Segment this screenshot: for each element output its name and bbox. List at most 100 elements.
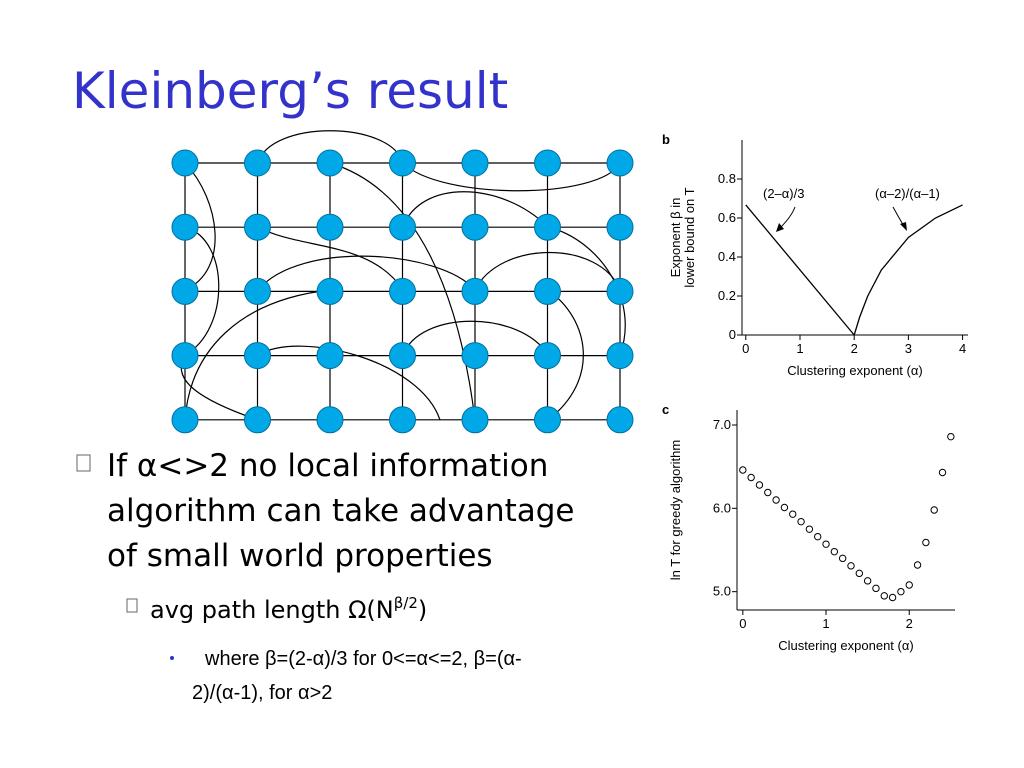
point bbox=[755, 481, 764, 489]
long-link bbox=[184, 226, 220, 356]
node bbox=[244, 342, 271, 370]
node bbox=[534, 277, 561, 305]
node bbox=[461, 406, 489, 434]
y-tick-label: 7.0 bbox=[713, 417, 731, 432]
node bbox=[461, 149, 489, 177]
point bbox=[822, 540, 830, 548]
node bbox=[389, 213, 416, 241]
node bbox=[461, 213, 489, 241]
node bbox=[316, 406, 344, 434]
point bbox=[830, 547, 839, 556]
node bbox=[461, 277, 489, 305]
bullet-box bbox=[126, 598, 138, 613]
point bbox=[780, 503, 789, 512]
node bbox=[534, 149, 561, 177]
y-tick-label: 0.6 bbox=[718, 210, 736, 225]
point bbox=[797, 517, 805, 526]
x-tick-label: 2 bbox=[851, 341, 858, 356]
point bbox=[888, 593, 897, 602]
point bbox=[855, 569, 864, 578]
x-tick-label: 0 bbox=[739, 616, 746, 631]
node bbox=[389, 277, 416, 305]
y-axis-label: ln T for greedy algorithm bbox=[668, 440, 683, 580]
y-axis-label: Exponent β in bbox=[668, 198, 683, 278]
node bbox=[461, 342, 489, 370]
sub-sub-bullet-text: where β=(2-α)/3 for 0<=α<=2, β=(α- 2)/(α-… bbox=[192, 648, 522, 704]
text-line: algorithm can take advantage bbox=[107, 493, 575, 529]
point bbox=[930, 506, 938, 514]
point bbox=[739, 466, 747, 474]
annotation-arrowhead bbox=[776, 223, 784, 232]
node bbox=[606, 213, 634, 241]
long-link bbox=[257, 130, 404, 164]
text-line: If α<>2 no local information bbox=[107, 448, 548, 484]
point bbox=[863, 577, 872, 585]
point bbox=[947, 432, 955, 441]
series-line bbox=[853, 204, 963, 336]
y-tick-label: 0.4 bbox=[718, 249, 736, 264]
point bbox=[838, 554, 847, 563]
point bbox=[922, 538, 930, 547]
node bbox=[534, 342, 561, 370]
y-axis-label: lower bound on T bbox=[682, 187, 697, 287]
long-link bbox=[184, 289, 331, 421]
node bbox=[534, 213, 561, 241]
long-link bbox=[329, 162, 476, 421]
point bbox=[872, 584, 880, 593]
node bbox=[316, 149, 344, 177]
point bbox=[764, 488, 772, 497]
point bbox=[897, 587, 905, 596]
bullet-text: If α<>2 no local information algorithm ca… bbox=[107, 448, 575, 574]
node bbox=[389, 406, 416, 434]
bullet-dot bbox=[170, 656, 174, 660]
chart-c: c 0 1 2 5.0 6.0 7.0 Clustering exponent (α) ln T… bbox=[662, 402, 955, 653]
superscript: β/2 bbox=[394, 594, 418, 612]
panel-label: c bbox=[662, 402, 669, 417]
long-link bbox=[474, 252, 621, 291]
node bbox=[171, 406, 199, 434]
node bbox=[316, 342, 344, 370]
node bbox=[606, 149, 634, 177]
point bbox=[772, 496, 780, 504]
x-axis-label: Clustering exponent (α) bbox=[787, 363, 922, 378]
node bbox=[316, 213, 344, 241]
node bbox=[316, 277, 344, 305]
node bbox=[171, 277, 199, 305]
text: ) bbox=[418, 596, 427, 624]
x-tick-label: 2 bbox=[906, 616, 913, 631]
y-tick-label: 0.2 bbox=[718, 288, 736, 303]
point bbox=[905, 581, 913, 589]
point bbox=[938, 468, 947, 477]
panel-label: b bbox=[662, 132, 670, 147]
x-axis-label: Clustering exponent (α) bbox=[778, 638, 913, 653]
text: avg path length Ω(N bbox=[150, 596, 394, 624]
node bbox=[244, 213, 271, 241]
long-link bbox=[402, 320, 549, 356]
long-link bbox=[547, 289, 584, 421]
point bbox=[847, 562, 855, 570]
panel-bg bbox=[660, 130, 982, 385]
long-link bbox=[257, 226, 404, 291]
long-link bbox=[257, 255, 476, 291]
series-line bbox=[745, 204, 855, 336]
node bbox=[171, 213, 199, 241]
x-tick-label: 3 bbox=[905, 341, 912, 356]
point bbox=[814, 532, 822, 541]
node bbox=[244, 277, 271, 305]
node bbox=[606, 277, 634, 305]
point bbox=[913, 561, 922, 569]
node bbox=[244, 406, 271, 434]
point bbox=[880, 592, 888, 600]
text-line: 2)/(α-1), for α>2 bbox=[192, 682, 332, 704]
annotation: (α–2)/(α–1) bbox=[875, 186, 940, 201]
x-tick-label: 4 bbox=[959, 341, 966, 356]
y-tick-label: 5.0 bbox=[713, 584, 731, 599]
node bbox=[171, 149, 199, 177]
node bbox=[244, 149, 271, 177]
node bbox=[171, 342, 199, 370]
y-tick-label: 6.0 bbox=[713, 500, 731, 515]
x-tick-label: 1 bbox=[796, 341, 803, 356]
y-tick-label: 0.8 bbox=[718, 171, 736, 186]
